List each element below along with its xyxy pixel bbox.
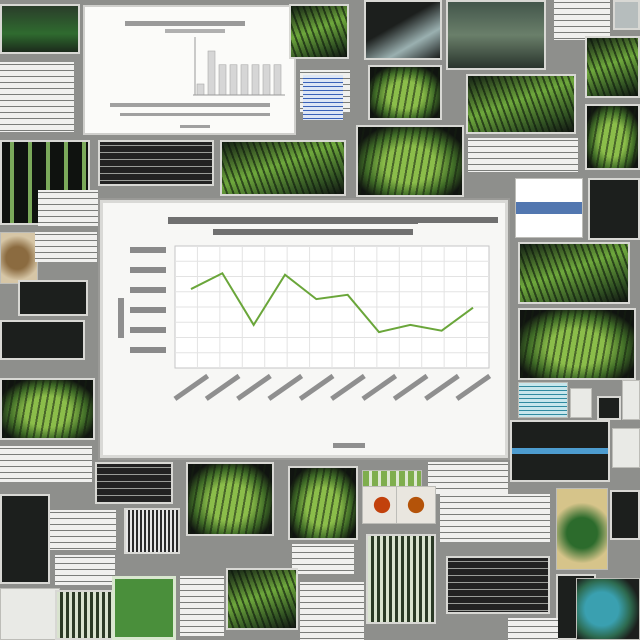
- tablet-tile: [613, 0, 640, 30]
- y-tick-label: [130, 347, 166, 353]
- document-tile: [0, 62, 74, 132]
- x-tick-label: [173, 373, 210, 401]
- document-tile: [468, 138, 578, 172]
- illustration-tile: [556, 488, 608, 570]
- document-tile: [38, 190, 98, 226]
- document-tile: [292, 544, 354, 574]
- bar-mark: [240, 64, 249, 96]
- dashboard-tile: [510, 420, 610, 482]
- bar-mark: [196, 83, 205, 96]
- stripes-tile: [55, 590, 115, 640]
- document-tile: [428, 462, 508, 494]
- stripes-tile: [124, 508, 180, 554]
- x-tick-label: [298, 373, 335, 401]
- document-tile: [554, 0, 610, 40]
- dashboard-tile: [446, 0, 546, 70]
- x-tick-label: [392, 373, 429, 401]
- green-plant-tile: [226, 568, 298, 630]
- bar-chart-svg: [110, 21, 285, 128]
- dark-panel-tile: [588, 178, 640, 240]
- document-tile: [180, 576, 224, 636]
- dark-panel-tile: [0, 494, 50, 584]
- green-plant-tile: [289, 4, 349, 59]
- green-label-tile: [112, 576, 176, 640]
- bar-mark: [262, 64, 271, 96]
- label-tile: [570, 388, 592, 418]
- y-tick-label: [130, 307, 166, 313]
- document-tile: [300, 582, 364, 640]
- illustration-tile: [576, 578, 640, 640]
- dashboard-tile: [0, 4, 80, 54]
- dark-table-tile: [446, 556, 550, 614]
- y-tick-label: [130, 287, 166, 293]
- label-tile: [622, 380, 640, 420]
- x-tick-label: [204, 373, 241, 401]
- x-tick-label: [330, 373, 366, 401]
- green-plant-tile: [220, 140, 346, 196]
- stripes-tile: [366, 534, 436, 624]
- green-plant-tile: [186, 462, 274, 536]
- y-tick-label: [130, 327, 166, 333]
- document-tile: [508, 618, 558, 640]
- dark-panel-tile: [18, 280, 88, 316]
- label-tile: [612, 428, 640, 468]
- label-tile: [515, 178, 583, 238]
- line-chart-panel: [100, 200, 508, 458]
- bar-mark: [218, 64, 227, 96]
- green-plant-tile: [585, 36, 640, 98]
- series-line: [190, 271, 474, 334]
- chart-thumb-tile: [0, 588, 60, 640]
- dark-panel-tile: [597, 396, 621, 420]
- dark-table-tile: [95, 462, 173, 504]
- y-tick-label: [130, 267, 166, 273]
- x-tick-label: [236, 373, 272, 401]
- green-plant-tile: [356, 125, 464, 197]
- x-tick-label: [424, 373, 460, 401]
- bar-chart-tile: [83, 5, 296, 135]
- dark-panel-tile: [0, 320, 85, 360]
- line-chart-svg: [118, 217, 498, 448]
- photo-tile: [0, 232, 38, 284]
- document-tile: [440, 494, 550, 542]
- green-plant-tile: [585, 104, 640, 170]
- document-tile: [55, 555, 115, 585]
- document-tile: [50, 510, 116, 550]
- icon-button-tile: [396, 486, 436, 524]
- green-plant-tile: [518, 308, 636, 380]
- green-plant-tile: [0, 378, 95, 440]
- document-tile: [0, 446, 92, 482]
- x-tick-label: [361, 373, 398, 401]
- x-tick-label: [455, 373, 492, 401]
- y-tick-label: [130, 247, 166, 253]
- bar-mark: [251, 64, 260, 96]
- bar-mark: [207, 50, 216, 96]
- x-tick-label: [267, 373, 304, 401]
- dark-panel-tile: [364, 0, 442, 60]
- green-plant-tile: [368, 65, 442, 120]
- green-plant-tile: [518, 242, 630, 304]
- document-tile: [35, 232, 97, 262]
- green-plant-tile: [288, 466, 358, 540]
- bar-mark: [229, 64, 238, 96]
- table-tile: [303, 75, 343, 120]
- bar-mark: [273, 64, 282, 96]
- green-plant-tile: [466, 74, 576, 134]
- table-tile: [518, 382, 568, 418]
- dark-panel-tile: [610, 490, 640, 540]
- dark-table-tile: [98, 140, 214, 186]
